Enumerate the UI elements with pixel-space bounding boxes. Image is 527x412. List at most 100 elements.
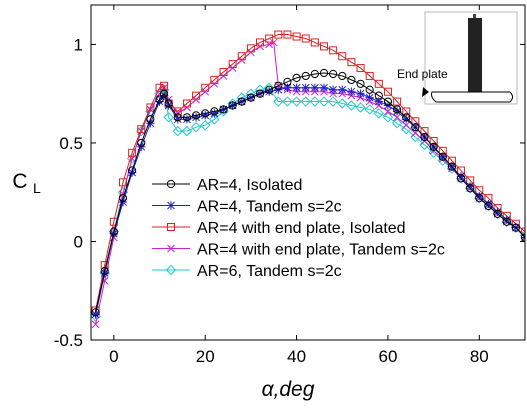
data-point [429, 142, 438, 151]
data-point [265, 85, 274, 94]
y-tick-label: 1 [74, 35, 83, 54]
data-point [391, 118, 403, 129]
data-point [502, 215, 511, 224]
data-point [338, 71, 347, 81]
data-point [163, 112, 174, 123]
x-tick-label: 20 [196, 347, 215, 366]
legend-label: AR=4, Tandem s=2c [197, 199, 342, 216]
data-point [160, 81, 169, 90]
data-point [283, 30, 292, 39]
data-point [201, 111, 210, 120]
data-point [301, 83, 310, 92]
data-point [438, 152, 447, 161]
data-point [246, 44, 255, 53]
legend: AR=4, Isolated AR=4, Tandem s=2c AR=4 with… [152, 177, 445, 280]
data-point [373, 108, 385, 119]
data-point [155, 83, 164, 92]
data-point [228, 60, 237, 69]
data-point [91, 308, 100, 317]
data-point [319, 83, 329, 92]
data-point [172, 125, 184, 137]
data-point [109, 227, 118, 236]
data-point [493, 207, 502, 217]
data-point [237, 52, 246, 61]
data-point [300, 96, 311, 107]
y-tick-label: 0.5 [59, 134, 83, 153]
data-point [237, 97, 246, 106]
data-point [219, 68, 228, 76]
data-point [520, 233, 525, 242]
data-point [338, 85, 347, 94]
data-point [329, 69, 338, 79]
data-point [329, 46, 338, 55]
data-point [159, 91, 169, 100]
data-point [100, 266, 109, 276]
data-point [365, 93, 374, 102]
data-point [137, 138, 146, 148]
data-point [347, 58, 356, 67]
data-point [192, 91, 201, 100]
data-point [264, 87, 274, 96]
y-axis-label: C L [12, 170, 41, 196]
data-point [374, 97, 384, 106]
data-point [456, 172, 466, 181]
data-point [383, 97, 393, 106]
data-point [91, 320, 100, 329]
data-point [137, 125, 146, 134]
data-point [328, 85, 338, 94]
data-point [356, 89, 365, 98]
data-point [319, 42, 328, 51]
x-tick-label: 0 [109, 347, 118, 366]
data-point [128, 166, 137, 175]
data-point [393, 97, 402, 106]
data-point [126, 153, 138, 164]
data-point [475, 191, 484, 201]
data-point [127, 168, 137, 177]
data-point [291, 96, 302, 107]
data-point [283, 83, 292, 92]
inset-wing [468, 18, 482, 97]
plot-area [90, 4, 526, 341]
data-point [465, 182, 475, 191]
data-point [246, 93, 255, 102]
legend-item: AR=4, Isolated [152, 177, 302, 194]
data-point [411, 129, 420, 137]
data-point [310, 83, 320, 92]
data-point [91, 310, 100, 319]
data-point [191, 113, 201, 122]
data-point [273, 96, 284, 107]
data-point [210, 75, 219, 84]
data-point [100, 261, 109, 270]
data-point [256, 38, 265, 47]
data-point [190, 121, 202, 133]
data-point [365, 71, 374, 80]
data-point [428, 147, 439, 159]
data-point [392, 107, 402, 116]
end-plate-inset: End plate [397, 11, 518, 105]
data-point [228, 101, 237, 110]
legend-marker [167, 223, 175, 231]
data-point [292, 73, 301, 83]
data-point [402, 113, 411, 122]
y-axis-label-subscript: L [33, 180, 41, 196]
y-tick-label: 0 [74, 232, 83, 251]
data-point [209, 114, 220, 125]
data-point [155, 95, 164, 104]
data-point [309, 96, 321, 107]
data-point [356, 79, 365, 88]
inset-arrow-icon [422, 87, 429, 97]
data-point [173, 113, 182, 122]
series-line [95, 72, 525, 313]
data-point [301, 71, 310, 81]
data-point [164, 99, 173, 108]
data-point [155, 97, 164, 106]
legend-label: AR=6, Tandem s=2c [197, 263, 342, 280]
data-point [200, 119, 211, 131]
data-point [502, 217, 511, 226]
data-point [118, 194, 128, 203]
data-point [364, 104, 375, 115]
legend-marker [167, 244, 175, 253]
data-point [402, 107, 411, 116]
data-point [274, 30, 283, 39]
data-point [466, 184, 475, 193]
